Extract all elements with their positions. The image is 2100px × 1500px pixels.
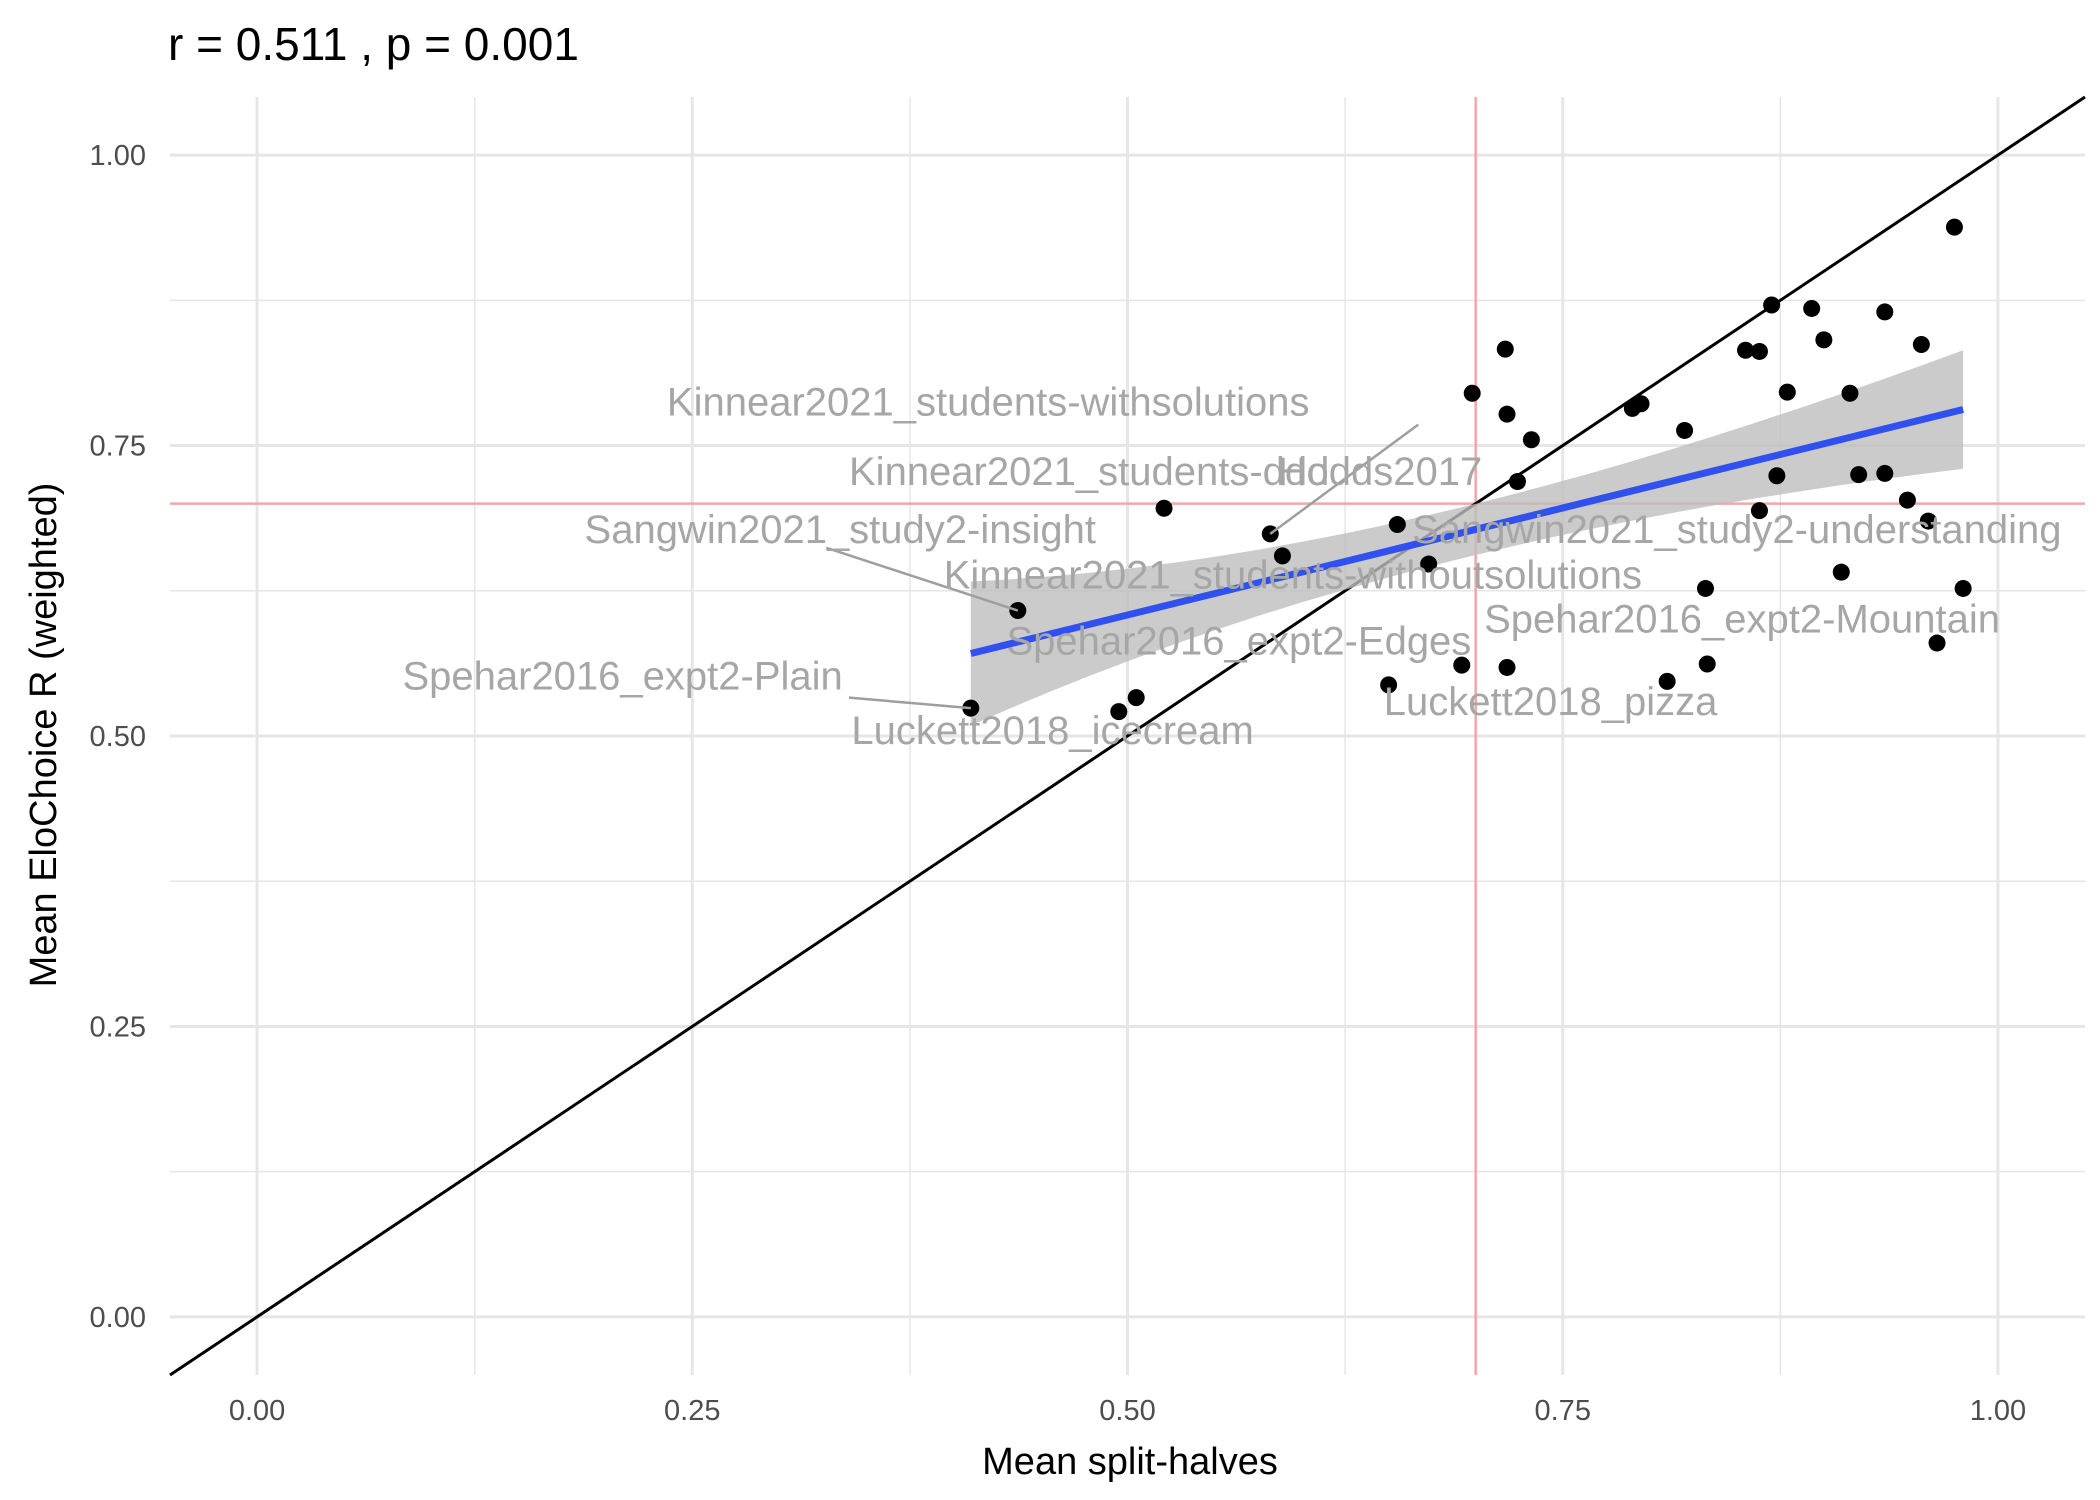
data-point bbox=[1522, 431, 1540, 449]
chart-title: r = 0.511 , p = 0.001 bbox=[168, 18, 579, 70]
y-tick-label: 1.00 bbox=[90, 140, 146, 172]
data-point bbox=[1110, 703, 1128, 721]
confidence-band bbox=[970, 350, 1964, 726]
point-label: Kinnear2021_students-withsolutions bbox=[667, 380, 1310, 424]
data-point bbox=[1850, 466, 1868, 484]
data-point bbox=[1463, 384, 1481, 402]
data-point bbox=[1737, 341, 1755, 359]
point-label: Sangwin2021_study2-insight bbox=[585, 508, 1096, 552]
data-point bbox=[1768, 467, 1786, 485]
point-label: Luckett2018_pizza bbox=[1384, 680, 1718, 724]
point-label: Spehar2016_expt2-Edges bbox=[1007, 620, 1472, 664]
data-point bbox=[1388, 516, 1406, 534]
data-point bbox=[1954, 579, 1972, 597]
data-point bbox=[1696, 579, 1714, 597]
point-label: Spehar2016_expt2-Plain bbox=[402, 655, 842, 699]
point-label: Sangwin2021_study2-understanding bbox=[1412, 508, 2061, 552]
data-point bbox=[1841, 384, 1859, 402]
data-point bbox=[1496, 340, 1514, 358]
point-label: Kinnear2021_students-ddd bbox=[849, 450, 1329, 494]
grid-layer bbox=[170, 97, 2085, 1375]
data-point bbox=[1155, 499, 1173, 517]
data-point bbox=[1127, 689, 1145, 707]
point-label: Kinnear2021_students-withoutsolutions bbox=[944, 553, 1642, 597]
y-tick-label: 0.00 bbox=[90, 1302, 146, 1334]
data-point bbox=[1815, 331, 1833, 349]
point-label: Spehar2016_expt2-Mountain bbox=[1484, 598, 2000, 642]
point-labels-layer: Kinnear2021_students-withsolutions Kinnea… bbox=[402, 380, 2061, 753]
data-point bbox=[1778, 383, 1796, 401]
data-point bbox=[1273, 547, 1291, 565]
y-axis-title: Mean EloChoice R (weighted) bbox=[23, 483, 65, 988]
data-point bbox=[1498, 405, 1516, 423]
x-axis-title: Mean split-halves bbox=[982, 1441, 1278, 1483]
y-tick-label: 0.25 bbox=[90, 1011, 146, 1043]
data-point bbox=[1763, 296, 1781, 314]
x-tick-label: 0.75 bbox=[1535, 1395, 1591, 1427]
data-point bbox=[1945, 218, 1963, 236]
data-point bbox=[1803, 299, 1821, 317]
fit-line bbox=[969, 406, 1964, 657]
data-point bbox=[1632, 395, 1650, 413]
data-point bbox=[1898, 491, 1916, 509]
x-tick-label: 0.50 bbox=[1099, 1395, 1155, 1427]
data-point bbox=[1919, 512, 1937, 530]
point-label: Hodds2017 bbox=[1278, 450, 1483, 494]
label-leader-line bbox=[825, 546, 1019, 612]
data-point bbox=[1912, 335, 1930, 353]
data-point bbox=[1508, 473, 1526, 491]
data-point bbox=[1420, 555, 1438, 573]
data-point bbox=[1750, 342, 1768, 360]
label-leader-line bbox=[848, 696, 971, 710]
point-label: Luckett2018_icecream bbox=[851, 709, 1253, 753]
data-point bbox=[1698, 655, 1716, 673]
data-point bbox=[1676, 421, 1694, 439]
data-point bbox=[1832, 563, 1850, 581]
x-tick-label: 1.00 bbox=[1970, 1395, 2026, 1427]
data-point bbox=[1876, 464, 1894, 482]
data-point bbox=[1928, 634, 1946, 652]
label-leader-line bbox=[1269, 423, 1419, 535]
data-point bbox=[1876, 303, 1894, 321]
data-point bbox=[1658, 672, 1676, 690]
confidence-band-layer bbox=[969, 350, 1964, 726]
y-tick-label: 0.75 bbox=[90, 431, 146, 463]
data-point bbox=[1453, 656, 1471, 674]
x-tick-label: 0.00 bbox=[229, 1395, 285, 1427]
x-tick-label: 0.25 bbox=[664, 1395, 720, 1427]
data-point bbox=[1498, 658, 1516, 676]
data-point bbox=[1750, 502, 1768, 520]
y-tick-label: 0.50 bbox=[90, 721, 146, 753]
tick-labels-layer: 0.00 0.25 0.50 0.75 1.00 0.00 0.25 0.50 0.75 1.00 bbox=[90, 140, 2027, 1427]
data-point bbox=[1380, 676, 1398, 694]
